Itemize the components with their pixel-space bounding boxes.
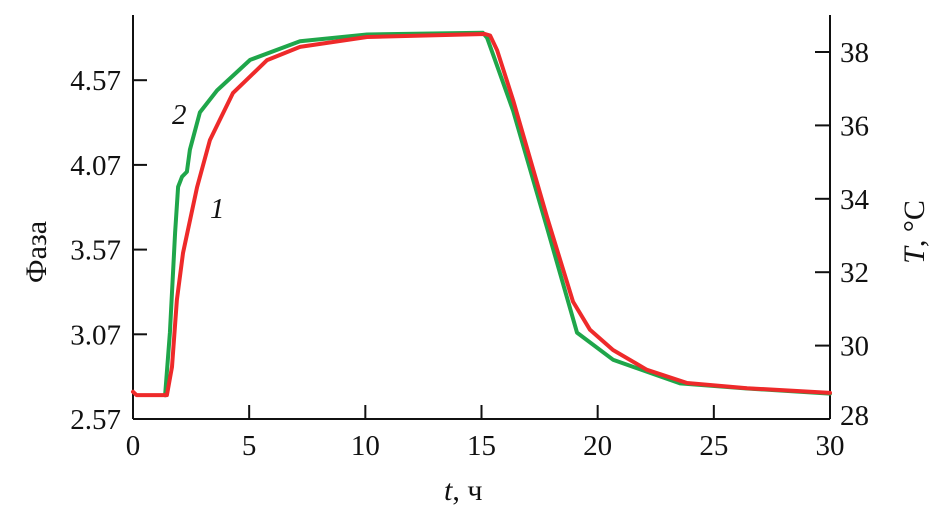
x-tick-label: 0 [126,430,141,462]
y-right-tick-label: 28 [840,400,869,432]
x-tick-label: 25 [699,430,728,462]
y-right-tick-label: 34 [840,184,870,216]
x-tick-label: 5 [242,430,257,462]
y-right-axis-var: T [898,245,931,264]
axes [132,15,831,420]
x-tick-label: 15 [467,430,496,462]
series-line-1 [131,32,832,398]
y-left-tick-label: 3.57 [70,235,121,267]
y-right-axis-unit: , °C [898,200,931,247]
x-tick-label: 30 [816,430,845,462]
x-axis-unit: , ч [452,474,482,507]
y-left-tick-label: 4.07 [70,150,121,182]
y-right-tick-label: 30 [840,331,869,363]
y-left-tick-label: 4.57 [70,65,121,97]
x-tick-label: 10 [351,430,380,462]
x-tick-label: 20 [583,430,612,462]
series-line-2 [163,30,832,398]
x-axis-var: t [444,474,453,507]
y-right-tick-label: 36 [840,110,869,142]
y-left-axis-label: Фаза [20,221,53,283]
curve-label-2: 2 [172,99,187,131]
y-right-tick-label: 32 [840,257,869,289]
y-right-axis-label: T, °C [898,200,931,264]
curve-label-1: 1 [210,193,225,225]
y-right-tick-label: 38 [840,37,869,69]
y-left-tick-label: 3.07 [70,319,121,351]
y-left-tick-label: 2.57 [70,404,121,436]
x-axis-label: t, ч [444,474,482,507]
